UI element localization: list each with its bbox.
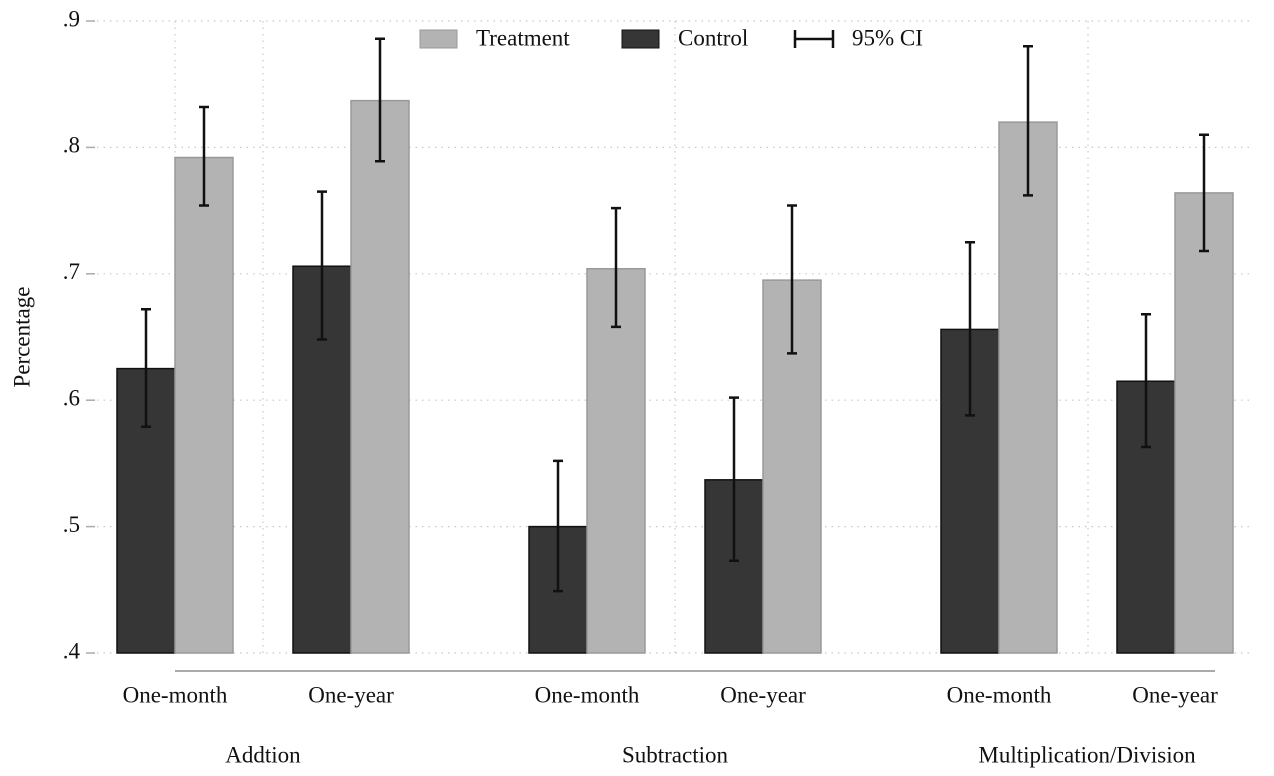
y-tick-label: .4 xyxy=(63,638,81,663)
x-tick-label: One-year xyxy=(1132,682,1218,707)
bar xyxy=(998,121,1058,654)
error-bar xyxy=(965,240,975,417)
x-tick-label: One-year xyxy=(308,682,394,707)
error-bar xyxy=(1141,312,1151,449)
x-tick-label: One-year xyxy=(720,682,806,707)
x-tick-label: One-month xyxy=(123,682,228,707)
bar xyxy=(174,156,234,654)
y-tick-label: .5 xyxy=(63,512,80,537)
legend-swatch xyxy=(419,29,458,49)
bar xyxy=(586,267,646,654)
y-tick-label: .6 xyxy=(63,385,80,410)
bar xyxy=(1174,192,1234,654)
legend-label: Control xyxy=(678,25,748,50)
y-tick-label: .7 xyxy=(63,259,80,284)
y-tick-label: .8 xyxy=(63,133,80,158)
legend-label: Treatment xyxy=(476,25,570,50)
error-bar xyxy=(375,37,385,163)
legend-swatch xyxy=(621,29,660,49)
error-bar xyxy=(199,105,209,207)
legend-label: 95% CI xyxy=(852,25,923,50)
error-bar xyxy=(317,190,327,341)
bar xyxy=(350,99,410,654)
error-bar xyxy=(729,396,739,562)
x-tick-label: One-month xyxy=(535,682,640,707)
x-tick-label: One-month xyxy=(947,682,1052,707)
y-axis-label: Percentage xyxy=(9,287,34,388)
y-tick-label: .9 xyxy=(63,6,80,31)
group-label: Multiplication/Division xyxy=(978,742,1196,767)
error-bar xyxy=(787,204,797,355)
error-bar xyxy=(141,307,151,428)
group-label: Addtion xyxy=(225,742,301,767)
group-label: Subtraction xyxy=(622,742,729,767)
error-bar xyxy=(611,206,621,329)
legend-ci-icon xyxy=(793,30,835,48)
error-bar xyxy=(1023,45,1033,197)
error-bar xyxy=(1199,133,1209,253)
error-bar xyxy=(553,459,563,593)
